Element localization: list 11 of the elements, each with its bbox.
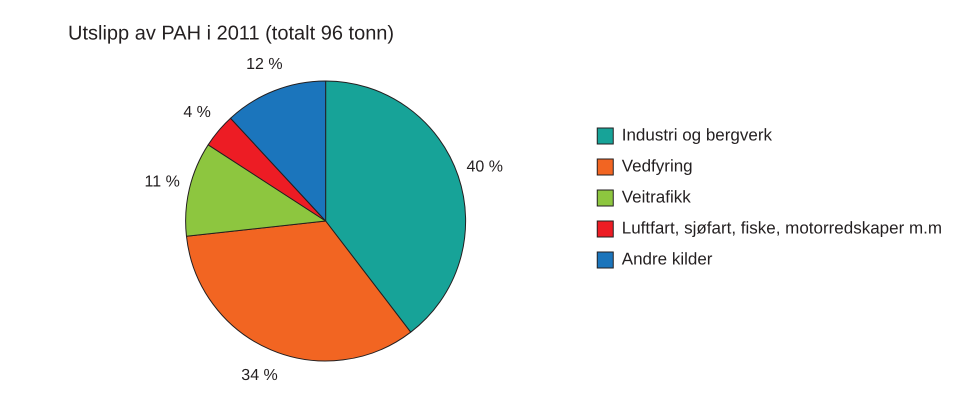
chart-title: Utslipp av PAH i 2011 (totalt 96 tonn) — [68, 22, 394, 45]
legend-label: Veitrafikk — [622, 188, 692, 207]
data-label: 11 % — [144, 174, 180, 191]
data-label: 40 % — [466, 158, 503, 176]
legend-label: Industri og bergverk — [622, 126, 772, 145]
legend-label: Andre kilder — [622, 250, 713, 269]
data-label: 34 % — [241, 366, 278, 384]
data-label: 4 % — [183, 104, 211, 122]
legend-label: Luftfart, sjøfart, fiske, motorredskaper m.m — [622, 218, 942, 238]
legend-label: Vedfyring — [622, 156, 693, 176]
data-label: 12 % — [246, 56, 283, 73]
